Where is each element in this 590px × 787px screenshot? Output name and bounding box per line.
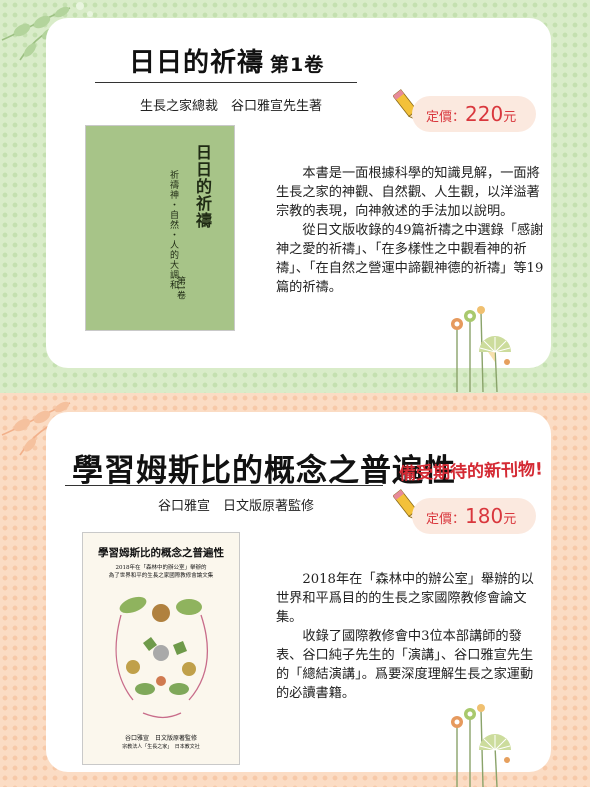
flower-illustration-icon [451, 704, 511, 787]
price-amount: 180 [465, 504, 504, 528]
price-amount: 220 [465, 102, 504, 126]
price-currency: 元 [503, 110, 517, 125]
cover1-volume: 第1卷 [175, 276, 185, 300]
book1-author: 生長之家總裁 谷口雅宣先生著 [140, 99, 323, 114]
book1-cover: 日日的祈禱 祈禱神・自然・人的大調和 第1卷 [86, 126, 234, 330]
price-currency: 元 [503, 512, 517, 527]
book2-author: 谷口雅宣 日文版原著監修 [158, 499, 315, 514]
book2-paragraph: 2018年在「森林中的辦公室」舉辦的以世界和平爲目的的生長之家國際教修會論文集。 [276, 572, 534, 625]
cover2-line1: 2018年在「森林中的辦公室」舉辦的 [115, 565, 207, 571]
new-release-tagline: 備受期待的新刊物! [398, 459, 544, 485]
cover2-bottom2: 宗教法人「生長之家」 日本教文社 [122, 744, 200, 750]
price-label: 定價： [426, 512, 466, 527]
cover1-title: 日日的祈禱 [193, 144, 212, 229]
blank-box [390, 45, 533, 81]
book1-price-badge: 定價：220元 [412, 96, 536, 132]
book2-price-badge: 定價：180元 [412, 498, 536, 534]
book2-description: 2018年在「森林中的辦公室」舉辦的以世界和平爲目的的生長之家國際教修會論文集。… [276, 570, 546, 703]
cover2-bottom1: 谷口雅宣 日文版原著監修 [124, 735, 197, 742]
book1-paragraph: 從日文版收錄的49篇祈禱之中選錄「感謝神之愛的祈禱」、「在多樣性之中觀看神的祈禱… [276, 223, 544, 295]
book2-paragraph: 收錄了國際教修會中3位本部講師的發表、谷口純子先生的「演講」、谷口雅宣先生的「總… [276, 629, 534, 701]
book1-description: 本書是一面根據科學的知識見解，一面將生長之家的神觀、自然觀、人生觀，以洋溢著宗教… [276, 164, 546, 297]
cover2-line2: 為了世界和平的生長之家國際教修會論文集 [108, 573, 214, 579]
book1-volume: 第1卷 [270, 54, 325, 76]
book2-cover: 學習姆斯比的概念之普遍性 2018年在「森林中的辦公室」舉辦的 為了世界和平的生… [83, 533, 239, 764]
book1-title-text: 日日的祈禱 [129, 48, 265, 78]
flower-illustration-icon [451, 306, 511, 392]
cover2-illustration-icon [115, 596, 209, 719]
book2-title: 學習姆斯比的概念之普遍性 [72, 453, 456, 489]
price-label: 定價： [426, 110, 466, 125]
floral-corner-icon [1, 401, 71, 456]
book1-title: 日日的祈禱 第1卷 [129, 42, 324, 79]
cover2-title: 學習姆斯比的概念之普遍性 [98, 547, 224, 559]
title-underline [95, 82, 357, 83]
title-underline [65, 485, 383, 486]
cover1-subtitle: 祈禱神・自然・人的大調和 [168, 170, 178, 290]
book1-paragraph: 本書是一面根據科學的知識見解，一面將生長之家的神觀、自然觀、人生觀，以洋溢著宗教… [276, 166, 540, 219]
